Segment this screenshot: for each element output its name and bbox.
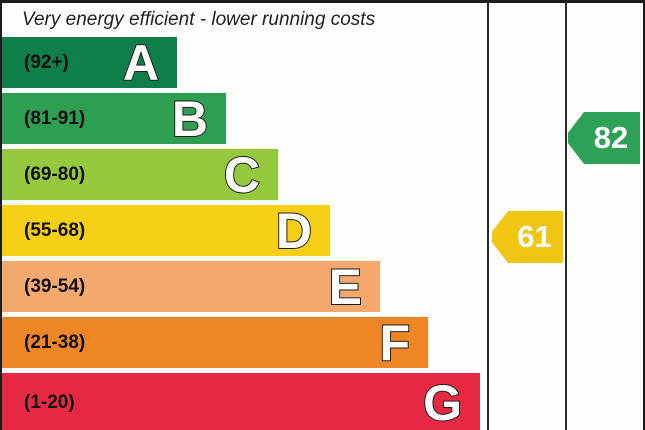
- band-range-label: (81-91): [24, 107, 86, 129]
- band-row-f: (21-38) F: [2, 314, 428, 371]
- chart-title: Very energy efficient - lower running co…: [22, 9, 376, 30]
- band-letter: F: [378, 314, 411, 371]
- band-range-label: (92+): [24, 51, 69, 73]
- band-range-label: (1-20): [24, 392, 75, 413]
- band-letter: D: [275, 202, 313, 259]
- potential-rating-arrow: 82: [568, 112, 640, 164]
- band-row-g: (1-20) G: [2, 373, 480, 430]
- potential-column-divider: [565, 3, 567, 430]
- band-row-e: (39-54) E: [2, 258, 380, 315]
- potential-rating-value: 82: [593, 120, 629, 155]
- band-row-c: (69-80) C: [2, 146, 278, 203]
- band-row-a: (92+) A: [2, 34, 177, 91]
- band-range-label: (69-80): [24, 163, 86, 185]
- current-rating-value: 61: [517, 219, 552, 254]
- band-range-label: (55-68): [24, 219, 86, 241]
- band-letter: G: [422, 375, 463, 430]
- current-rating-arrow: 61: [492, 211, 563, 263]
- band-letter: B: [171, 90, 209, 147]
- band-range-label: (39-54): [24, 275, 86, 297]
- band-letter: E: [328, 258, 363, 315]
- band-row-d: (55-68) D: [2, 202, 330, 259]
- band-row-b: (81-91) B: [2, 90, 226, 147]
- band-letter: A: [122, 34, 160, 91]
- current-column-divider: [487, 3, 489, 430]
- band-range-label: (21-38): [24, 331, 86, 353]
- band-letter: C: [223, 146, 261, 203]
